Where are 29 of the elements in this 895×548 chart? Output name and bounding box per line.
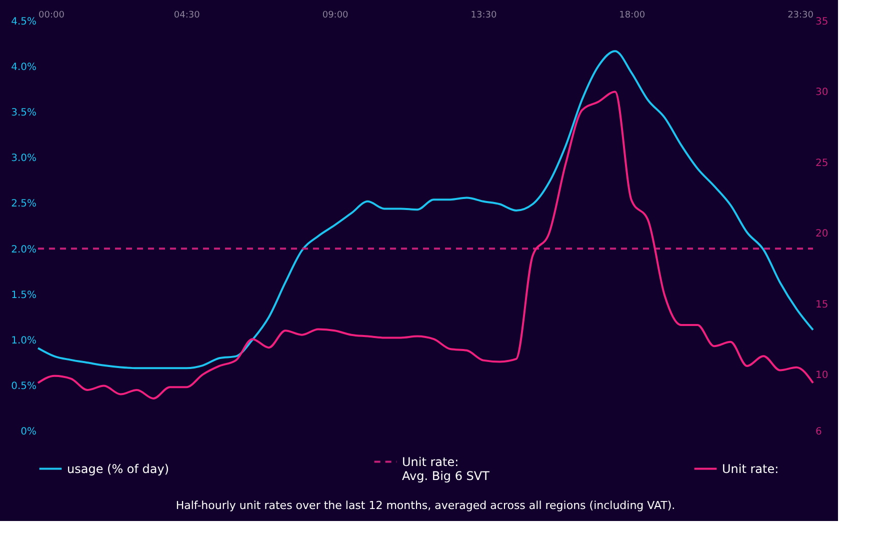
legend-label: Unit rate: Avg. Big 6 SVT <box>402 454 490 483</box>
y-tick-label: 1.0% <box>11 335 36 346</box>
x-tick-label: 23:30 <box>788 10 814 20</box>
y2-tick-label: 25 <box>816 158 828 169</box>
y2-tick-label: 6 <box>816 426 822 438</box>
y-tick-label: 4.0% <box>11 62 36 74</box>
line-series <box>37 50 814 370</box>
x-tick-label: 09:00 <box>322 10 349 20</box>
y-tick-label: 0% <box>20 426 36 438</box>
legend-label: Unit rate: <box>722 462 779 476</box>
x-tick-label: 04:30 <box>174 10 200 20</box>
y-tick-label: 3.0% <box>11 153 36 164</box>
y2-tick-label: 30 <box>816 87 828 98</box>
y2-tick-label: 15 <box>816 299 828 310</box>
legend-label: usage (% of day) <box>67 462 170 476</box>
y2-tick-label: 35 <box>816 16 828 28</box>
y-tick-label: 0.5% <box>11 380 36 392</box>
y2-tick-label: 20 <box>816 228 828 240</box>
y-tick-label: 2.0% <box>11 244 36 256</box>
y2-tick-label: 10 <box>816 370 828 381</box>
y-tick-label: 4.5% <box>11 16 36 28</box>
x-tick-label: 00:00 <box>38 10 65 20</box>
text: Half-hourly unit rates over the last 12 months, averaged across all regions (including VAT). <box>176 499 676 512</box>
y-tick-label: 3.5% <box>11 108 36 119</box>
x-tick-label: 13:30 <box>470 10 497 20</box>
y-tick-label: 2.5% <box>11 198 36 210</box>
x-tick-label: 18:00 <box>619 10 646 20</box>
line-series <box>37 90 814 400</box>
y-tick-label: 1.5% <box>11 290 36 301</box>
